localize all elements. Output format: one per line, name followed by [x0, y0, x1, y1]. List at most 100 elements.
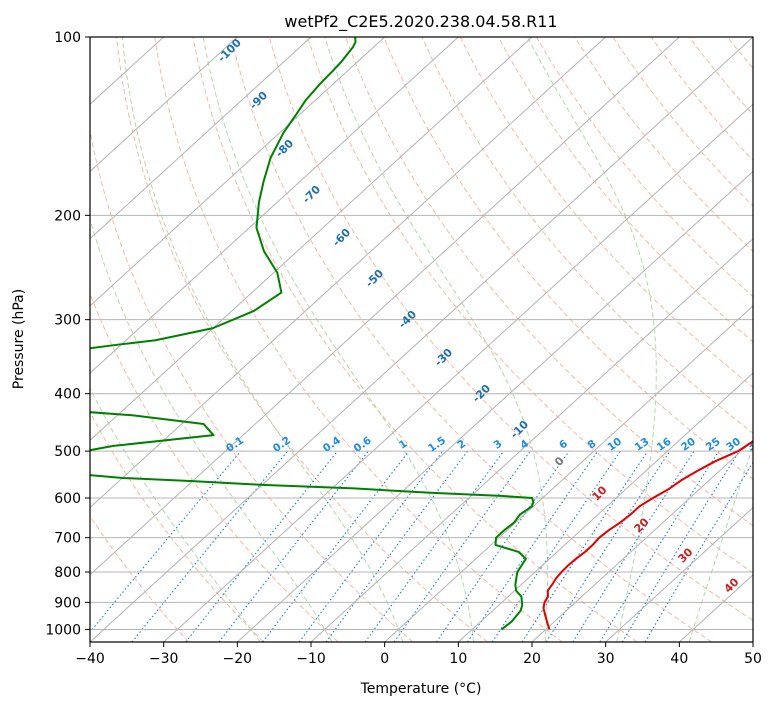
x-tick-label: 30 [597, 651, 615, 667]
y-tick-label: 300 [54, 313, 81, 329]
isotherm-line [90, 37, 753, 642]
dry-adiabat-line [383, 37, 753, 480]
mixing-ratio-line [364, 450, 505, 642]
isotherm-line [90, 37, 459, 374]
x-tick-label: −40 [75, 651, 105, 667]
dry-adiabat-line [90, 128, 414, 642]
x-tick-label: 20 [523, 651, 541, 667]
dry-adiabat-line [90, 292, 339, 642]
dry-adiabat-line [766, 37, 775, 642]
y-axis-label: Pressure (hPa) [11, 289, 27, 389]
moist-adiabat-line [202, 37, 475, 642]
dry-adiabat-line [192, 37, 638, 642]
dry-adiabat-line [574, 37, 753, 252]
isotherm-line [90, 37, 680, 576]
dry-adiabat-line [345, 37, 753, 527]
adiabat-label: -10 [508, 418, 531, 441]
plot-frame [89, 36, 754, 643]
x-axis-label: Temperature (°C) [360, 681, 482, 697]
x-tick-label: −10 [296, 651, 326, 667]
mixing-ratio-label: 0.6 [352, 434, 374, 455]
mixing-ratio-label: 0.1 [224, 434, 246, 455]
dry-adiabat-line [116, 37, 488, 642]
y-tick-label: 100 [54, 30, 81, 46]
adiabat-label: 20 [632, 515, 652, 535]
line-labels: 0.1 0.2 0.4 0.6 1 1.5 2 3 4 6 8 10 13 16 20 25 30 36-100-… [215, 36, 753, 596]
y-tick-label: 200 [54, 208, 81, 224]
adiabat-label: 40 [722, 575, 742, 595]
isotherm-line [90, 37, 533, 442]
x-axis: −40 −30 −20 −10 0 10 20 30 40 50 [75, 642, 762, 667]
mixing-ratio-line [218, 450, 369, 642]
moist-adiabat-line [90, 386, 261, 642]
y-tick-label: 500 [54, 444, 81, 460]
adiabat-label: -100 [215, 36, 244, 65]
mixing-ratio-label: 4 [518, 438, 531, 452]
isotherm-line [90, 37, 386, 307]
x-tick-label: 10 [449, 651, 467, 667]
mixing-ratio-label: 3 [492, 438, 505, 452]
background-lines [90, 37, 775, 642]
mixing-ratio-label: 8 [586, 438, 599, 452]
x-tick-label: 0 [380, 651, 389, 667]
mixing-ratio-label: 1 [397, 438, 410, 452]
adiabat-label: 0 [552, 454, 567, 469]
mixing-ratio-label: 0.4 [321, 434, 343, 455]
temperature-profile-line [542, 440, 753, 630]
dry-adiabat-line [727, 37, 753, 70]
y-tick-label: 1000 [45, 622, 81, 638]
mixing-ratio-line [90, 450, 242, 633]
adiabat-label: -40 [396, 308, 419, 331]
dry-adiabat-line [268, 37, 753, 622]
adiabat-label: -70 [300, 183, 323, 206]
dry-adiabat-line [650, 37, 753, 162]
y-axis: 100 200 300 400 500 600 700 800 900 1000 [45, 30, 90, 638]
dry-adiabat-line [230, 37, 712, 642]
moist-adiabat-line [324, 37, 549, 642]
profile-series [90, 37, 753, 631]
y-tick-label: 600 [54, 491, 81, 507]
adiabat-label: 10 [590, 483, 610, 503]
dry-adiabat-line [421, 37, 753, 434]
dewpoint-profile-line [90, 37, 535, 631]
mixing-ratio-label: 6 [557, 438, 570, 452]
dry-adiabat-line [497, 37, 753, 343]
isotherm-line [90, 37, 312, 240]
mixing-ratio-line [545, 450, 671, 642]
isotherm-line [236, 170, 753, 642]
y-tick-label: 400 [54, 387, 81, 403]
y-tick-label: 900 [54, 595, 81, 611]
dry-adiabat-line [459, 37, 753, 388]
mixing-ratio-line [325, 450, 468, 642]
isotherm-line [90, 37, 238, 173]
dry-adiabat-line [688, 37, 753, 116]
mixing-ratio-line [491, 450, 621, 642]
dry-adiabat-line [536, 37, 753, 298]
dry-adiabat-line [90, 515, 190, 642]
mixing-ratio-line [599, 450, 720, 642]
x-tick-label: −20 [223, 651, 253, 667]
adiabat-label: -20 [470, 382, 493, 405]
mixing-ratio-label: 0.2 [271, 434, 293, 455]
mixing-ratio-line [644, 461, 753, 642]
isotherm-line [163, 103, 753, 642]
x-tick-label: 50 [744, 651, 762, 667]
y-tick-label: 700 [54, 531, 81, 547]
adiabat-label: -50 [363, 267, 386, 290]
dry-adiabat-line [90, 411, 264, 642]
isotherm-line [605, 506, 753, 642]
mixing-ratio-line [572, 450, 695, 642]
grid-lines [90, 37, 753, 642]
moist-adiabat-line [688, 443, 753, 642]
x-tick-label: 40 [670, 651, 688, 667]
isotherm-line [457, 372, 753, 642]
mixing-ratio-line [131, 450, 289, 642]
y-tick-label: 800 [54, 565, 81, 581]
moist-adiabat-line [90, 217, 333, 642]
isotherm-line [752, 641, 753, 642]
x-tick-label: −30 [149, 651, 179, 667]
mixing-ratio-line [185, 450, 338, 642]
adiabat-label: -60 [330, 226, 353, 249]
mixing-ratio-line [467, 450, 599, 642]
